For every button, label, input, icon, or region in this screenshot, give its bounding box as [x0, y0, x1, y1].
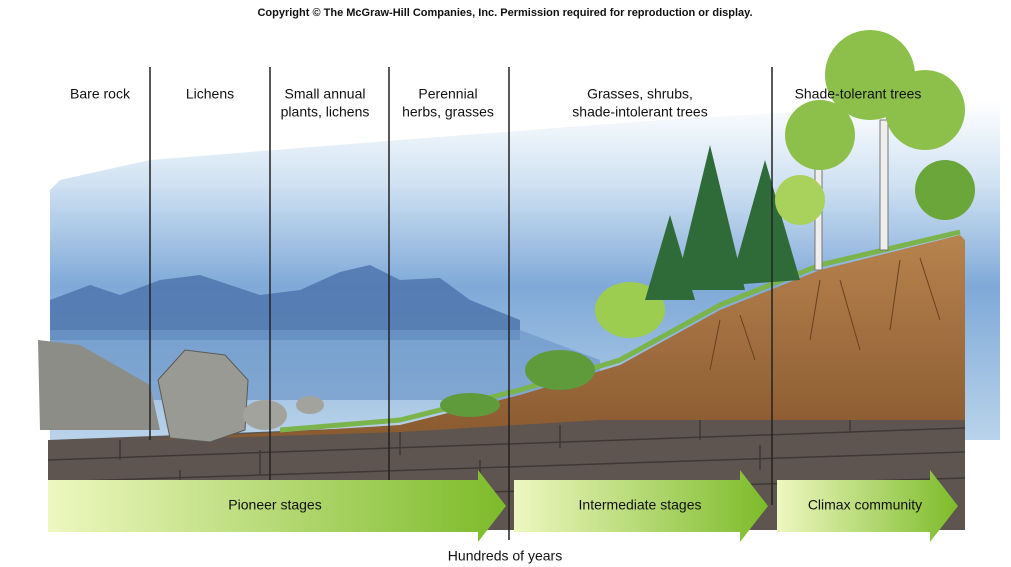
stage-label: Shade-tolerant trees [795, 86, 922, 102]
stage-label: Perennial [418, 86, 477, 102]
succession-diagram: Copyright © The McGraw-Hill Companies, I… [0, 0, 1011, 567]
tree-canopy [885, 70, 965, 150]
small-rock [243, 400, 287, 430]
tree-canopy [915, 160, 975, 220]
stage-label: Grasses, shrubs, [587, 86, 693, 102]
stage-label: shade-intolerant trees [572, 104, 707, 120]
trunks [880, 120, 888, 250]
phase-label: Pioneer stages [228, 497, 321, 513]
stage-label: Small annual [285, 86, 366, 102]
axis-label: Hundreds of years [448, 548, 562, 564]
small-rock [296, 396, 324, 414]
phase-label: Climax community [808, 497, 922, 513]
shrubs [525, 350, 595, 390]
stage-label: Bare rock [70, 86, 131, 102]
phase-label: Intermediate stages [579, 497, 702, 513]
stage-label: herbs, grasses [402, 104, 494, 120]
shrubs [440, 393, 500, 417]
copyright: Copyright © The McGraw-Hill Companies, I… [257, 7, 752, 19]
stage-label: Lichens [186, 86, 234, 102]
stage-label: plants, lichens [281, 104, 370, 120]
tree-canopy [775, 175, 825, 225]
